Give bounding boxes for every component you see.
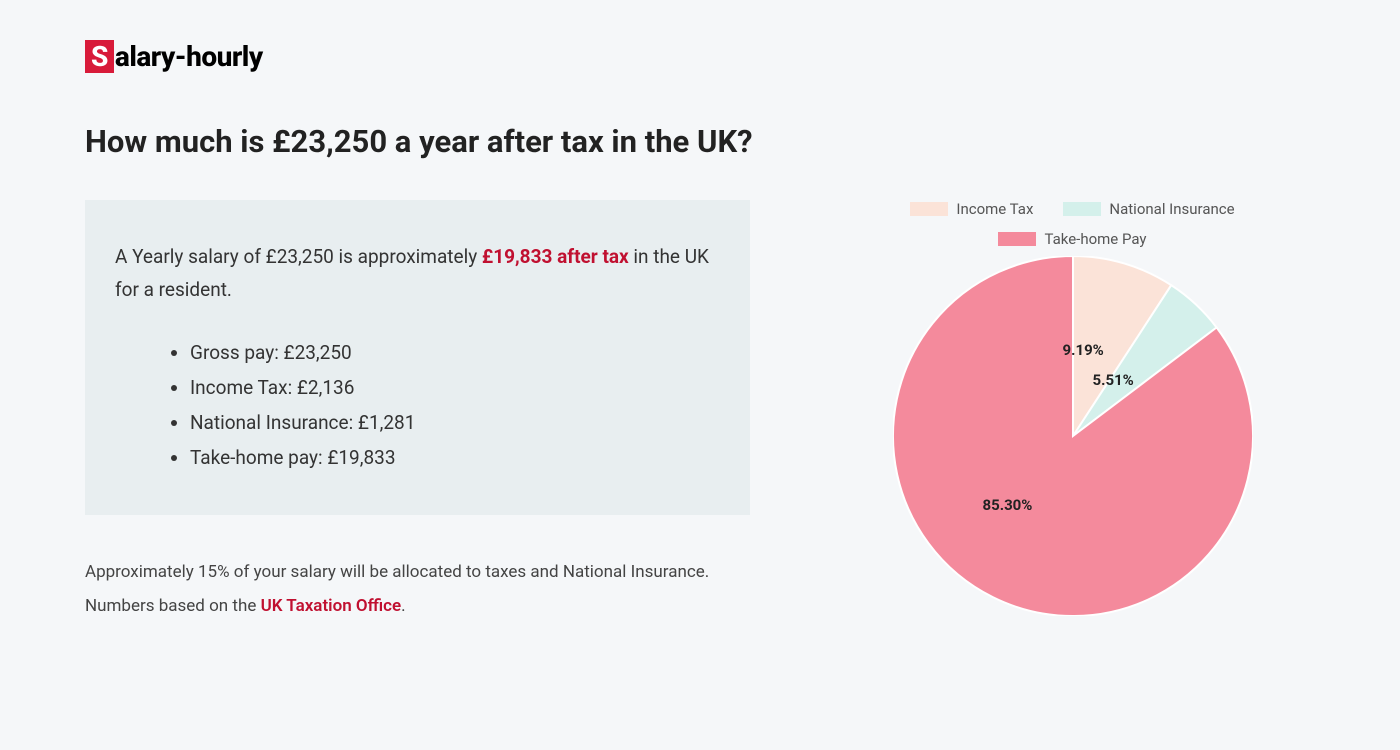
intro-pre: A Yearly salary of £23,250 is approximat… xyxy=(115,245,482,268)
footer-line1: Approximately 15% of your salary will be… xyxy=(85,562,709,582)
legend-item: National Insurance xyxy=(1063,200,1234,218)
legend-label: National Insurance xyxy=(1109,200,1234,218)
left-column: A Yearly salary of £23,250 is approximat… xyxy=(85,200,750,623)
list-item: Income Tax: £2,136 xyxy=(190,370,720,405)
content-row: A Yearly salary of £23,250 is approximat… xyxy=(85,200,1315,623)
logo: Salary-hourly xyxy=(85,40,1315,73)
pie-label-takehome: 85.30% xyxy=(983,496,1033,514)
list-item: National Insurance: £1,281 xyxy=(190,405,720,440)
bullet-list: Gross pay: £23,250 Income Tax: £2,136 Na… xyxy=(115,335,720,476)
pie-label-ni: 5.51% xyxy=(1093,371,1134,389)
list-item: Gross pay: £23,250 xyxy=(190,335,720,370)
summary-box: A Yearly salary of £23,250 is approximat… xyxy=(85,200,750,515)
pie-label-income-tax: 9.19% xyxy=(1063,341,1104,359)
legend-label: Income Tax xyxy=(956,200,1033,218)
legend-swatch xyxy=(998,232,1036,246)
logo-rest: alary-hourly xyxy=(115,40,263,73)
list-item: Take-home pay: £19,833 xyxy=(190,440,720,475)
footer-line2-pre: Numbers based on the xyxy=(85,596,261,616)
legend-label: Take-home Pay xyxy=(1044,230,1146,248)
pie-chart: 9.19% 5.51% 85.30% xyxy=(893,256,1253,616)
intro-text: A Yearly salary of £23,250 is approximat… xyxy=(115,240,720,307)
legend-swatch xyxy=(1063,202,1101,216)
page-title: How much is £23,250 a year after tax in … xyxy=(85,123,1315,160)
intro-highlight: £19,833 after tax xyxy=(482,245,629,268)
legend-item: Take-home Pay xyxy=(998,230,1146,248)
footer-line2-post: . xyxy=(401,596,405,616)
chart-legend: Income Tax National Insurance Take-home … xyxy=(873,200,1273,248)
right-column: Income Tax National Insurance Take-home … xyxy=(830,200,1315,623)
logo-s: S xyxy=(85,40,114,73)
pie-svg xyxy=(893,256,1253,616)
legend-swatch xyxy=(910,202,948,216)
tax-office-link[interactable]: UK Taxation Office xyxy=(261,596,402,616)
legend-item: Income Tax xyxy=(910,200,1033,218)
footer-text: Approximately 15% of your salary will be… xyxy=(85,555,750,623)
